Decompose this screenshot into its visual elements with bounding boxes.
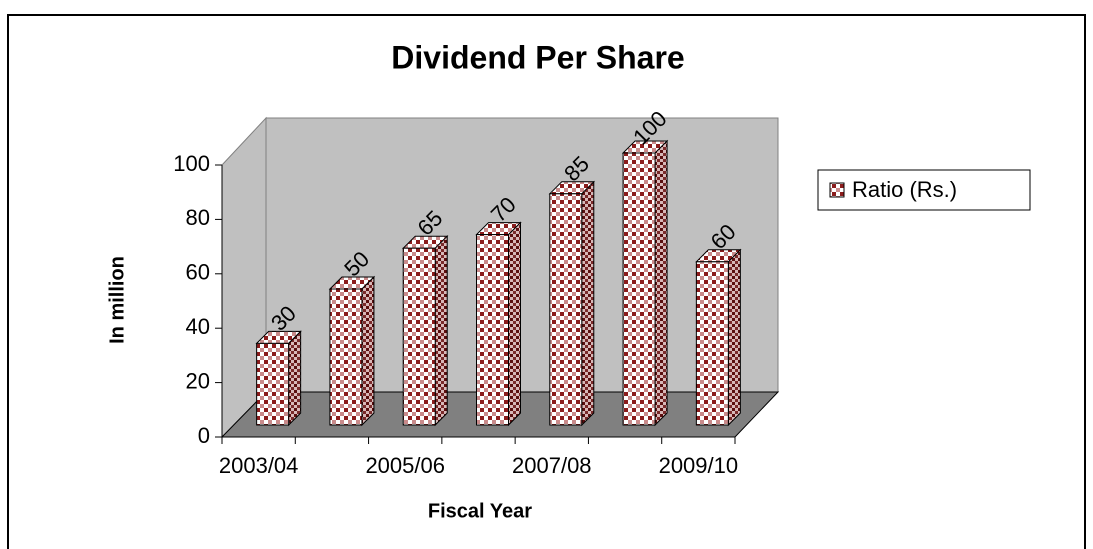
y-tick-label: 0 xyxy=(198,423,210,448)
bar xyxy=(329,288,363,426)
bar-side xyxy=(654,139,668,427)
legend-swatch xyxy=(829,182,845,198)
y-tick-label: 60 xyxy=(186,260,210,285)
bar-side xyxy=(581,180,595,427)
legend xyxy=(817,169,1031,211)
bar-side xyxy=(288,330,302,427)
bar xyxy=(622,152,656,426)
bar xyxy=(476,234,509,426)
bar xyxy=(402,247,436,426)
bar-side xyxy=(508,221,521,427)
y-tick-label: 40 xyxy=(186,314,210,339)
legend-label: Ratio (Rs.) xyxy=(852,177,957,202)
bar xyxy=(695,261,729,426)
y-tick-label: 20 xyxy=(186,368,210,393)
bar xyxy=(256,342,290,426)
bar-side xyxy=(361,275,375,427)
y-tick-label: 80 xyxy=(186,205,210,230)
x-tick-label: 2003/04 xyxy=(219,453,299,478)
x-axis-title: Fiscal Year xyxy=(428,500,532,522)
bar-side xyxy=(727,248,741,427)
bar-side xyxy=(434,234,448,427)
y-axis-title: In million xyxy=(106,256,128,344)
x-tick-label: 2005/06 xyxy=(365,453,445,478)
x-tick-label: 2009/10 xyxy=(659,453,739,478)
bar xyxy=(549,193,583,426)
x-tick-label: 2007/08 xyxy=(512,453,592,478)
chart-title: Dividend Per Share xyxy=(391,39,684,75)
y-tick-label: 100 xyxy=(173,151,210,176)
